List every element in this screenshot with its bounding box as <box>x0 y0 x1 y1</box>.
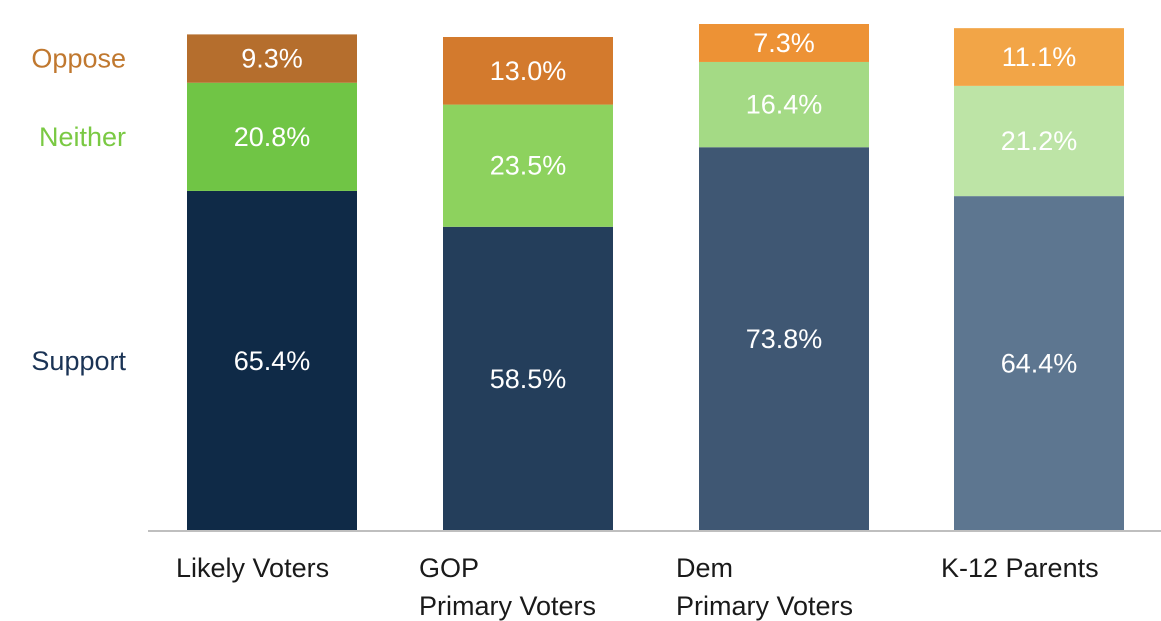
data-label-support-3: 64.4% <box>1001 349 1078 379</box>
legend-group: Support Neither Oppose <box>31 44 126 376</box>
bar-neither-3 <box>954 85 1124 197</box>
bar-oppose-0 <box>187 34 357 83</box>
data-label-support-1: 58.5% <box>490 364 567 394</box>
category-label-2-line-0: Dem <box>676 553 733 583</box>
bar-neither-0 <box>187 82 357 191</box>
data-label-oppose-0: 9.3% <box>241 44 303 74</box>
data-label-neither-2: 16.4% <box>746 90 823 120</box>
bars-group <box>187 24 1124 532</box>
data-label-oppose-3: 11.1% <box>1002 42 1077 72</box>
bar-support-2 <box>699 147 869 532</box>
category-label-1-line-0: GOP <box>419 553 479 583</box>
category-label-1-line-1: Primary Voters <box>419 591 596 621</box>
bar-support-0 <box>187 190 357 532</box>
legend-label-support: Support <box>31 346 126 376</box>
bar-neither-1 <box>443 104 613 227</box>
bar-support-3 <box>954 196 1124 531</box>
category-labels-group: Likely Voters GOP Primary Voters Dem Primary… <box>176 553 1099 621</box>
data-label-oppose-1: 13.0% <box>490 56 567 86</box>
bar-oppose-2 <box>699 24 869 62</box>
data-label-support-2: 73.8% <box>746 324 823 354</box>
data-label-neither-0: 20.8% <box>234 122 311 152</box>
bar-support-1 <box>443 226 613 532</box>
category-label-2-line-1: Primary Voters <box>676 591 853 621</box>
category-label-3-line-0: K-12 Parents <box>941 553 1099 583</box>
bar-oppose-3 <box>954 28 1124 86</box>
category-label-0-line-0: Likely Voters <box>176 553 329 583</box>
legend-label-oppose: Oppose <box>31 44 126 74</box>
bar-labels-group: 65.4% 20.8% 9.3% 58.5% 23.5% 13.0% 73.8% 16.4% 7… <box>234 28 1078 394</box>
legend-label-neither: Neither <box>39 122 126 152</box>
bar-oppose-1 <box>443 37 613 105</box>
data-label-support-0: 65.4% <box>234 346 311 376</box>
bar-neither-2 <box>699 61 869 148</box>
data-label-oppose-2: 7.3% <box>753 28 815 58</box>
data-label-neither-3: 21.2% <box>1001 126 1078 156</box>
data-label-neither-1: 23.5% <box>490 151 567 181</box>
